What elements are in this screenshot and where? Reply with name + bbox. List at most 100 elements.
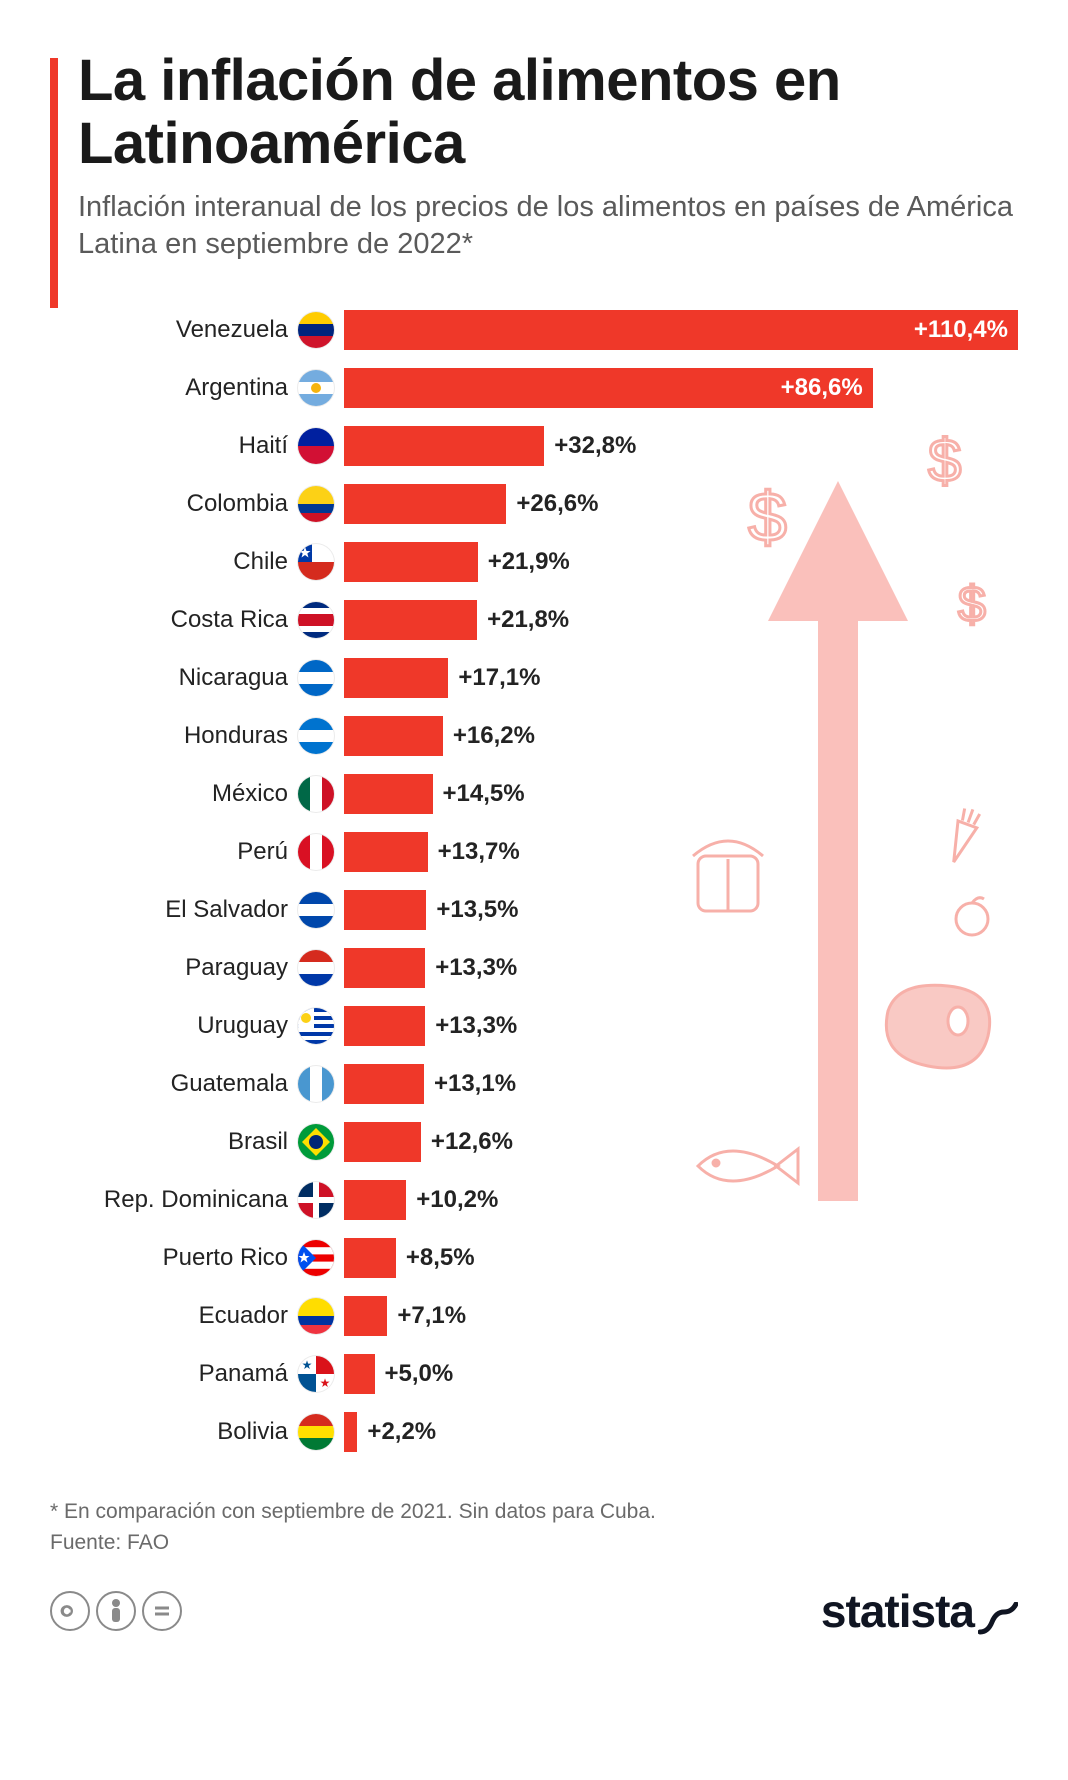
bar-track: +5,0%: [344, 1354, 1018, 1394]
bar-track: +2,2%: [344, 1412, 1018, 1452]
bar: +7,1%: [344, 1296, 387, 1336]
bar-track: +14,5%: [344, 774, 1018, 814]
country-label: Venezuela: [50, 316, 298, 344]
value-label: +26,6%: [506, 490, 598, 518]
bar-track: +10,2%: [344, 1180, 1018, 1220]
flag-icon: [298, 428, 334, 464]
bar-track: +13,3%: [344, 1006, 1018, 1046]
country-label: Haití: [50, 432, 298, 460]
value-label: +2,2%: [357, 1418, 436, 1446]
bar: +13,7%: [344, 832, 428, 872]
country-label: Panamá: [50, 1360, 298, 1388]
by-icon: [96, 1591, 136, 1631]
nd-icon: [142, 1591, 182, 1631]
bar: +2,2%: [344, 1412, 357, 1452]
flag-icon: [298, 892, 334, 928]
flag-icon: [298, 660, 334, 696]
bar-track: +21,8%: [344, 600, 1018, 640]
bar-row: Bolivia +2,2%: [50, 1403, 1018, 1461]
value-label: +16,2%: [443, 722, 535, 750]
bar-row: Colombia +26,6%: [50, 475, 1018, 533]
value-label: +7,1%: [387, 1302, 466, 1330]
bar-row: Ecuador +7,1%: [50, 1287, 1018, 1345]
value-label: +13,3%: [425, 1012, 517, 1040]
bar: +16,2%: [344, 716, 443, 756]
value-label: +21,9%: [478, 548, 570, 576]
bar: +110,4%: [344, 310, 1018, 350]
value-label: +13,7%: [428, 838, 520, 866]
country-label: Rep. Dominicana: [50, 1186, 298, 1214]
bar-track: +32,8%: [344, 426, 1018, 466]
flag-icon: [298, 1240, 334, 1276]
value-label: +5,0%: [375, 1360, 454, 1388]
bar-track: +8,5%: [344, 1238, 1018, 1278]
flag-icon: ★★: [298, 1356, 334, 1392]
flag-icon: [298, 370, 334, 406]
country-label: Paraguay: [50, 954, 298, 982]
country-label: Costa Rica: [50, 606, 298, 634]
country-label: Chile: [50, 548, 298, 576]
bar-row: Honduras +16,2%: [50, 707, 1018, 765]
footer: statista: [50, 1584, 1018, 1638]
flag-icon: [298, 1008, 334, 1044]
bar-row: Haití +32,8%: [50, 417, 1018, 475]
footnote: * En comparación con septiembre de 2021.…: [50, 1497, 1018, 1558]
value-label: +10,2%: [406, 1186, 498, 1214]
country-label: Puerto Rico: [50, 1244, 298, 1272]
country-label: México: [50, 780, 298, 808]
brand-logo: statista: [821, 1584, 1018, 1638]
bar-track: +17,1%: [344, 658, 1018, 698]
value-label: +17,1%: [448, 664, 540, 692]
bar-track: +110,4%: [344, 310, 1018, 350]
bar-track: +16,2%: [344, 716, 1018, 756]
brand-text: statista: [821, 1584, 974, 1638]
bar-row: Chile +21,9%: [50, 533, 1018, 591]
bar-track: +12,6%: [344, 1122, 1018, 1162]
value-label: +21,8%: [477, 606, 569, 634]
bar: +86,6%: [344, 368, 873, 408]
country-label: Ecuador: [50, 1302, 298, 1330]
country-label: Uruguay: [50, 1012, 298, 1040]
bar-track: +21,9%: [344, 542, 1018, 582]
flag-icon: [298, 1066, 334, 1102]
bar: +26,6%: [344, 484, 506, 524]
flag-icon: [298, 1124, 334, 1160]
flag-icon: [298, 312, 334, 348]
value-label: +12,6%: [421, 1128, 513, 1156]
cc-icon: [50, 1591, 90, 1631]
value-label: +86,6%: [781, 374, 863, 402]
bar-track: +13,3%: [344, 948, 1018, 988]
bar: +13,3%: [344, 1006, 425, 1046]
bar: +14,5%: [344, 774, 433, 814]
bar: +13,3%: [344, 948, 425, 988]
value-label: +14,5%: [433, 780, 525, 808]
bar-row: Uruguay +13,3%: [50, 997, 1018, 1055]
bar-row: Puerto Rico +8,5%: [50, 1229, 1018, 1287]
bar-row: Venezuela +110,4%: [50, 301, 1018, 359]
header: La inflación de alimentos en Latinoaméri…: [50, 50, 1018, 263]
bar-row: México +14,5%: [50, 765, 1018, 823]
bar: +5,0%: [344, 1354, 375, 1394]
page-subtitle: Inflación interanual de los precios de l…: [78, 189, 1018, 263]
bar: +32,8%: [344, 426, 544, 466]
bar-track: +13,1%: [344, 1064, 1018, 1104]
brand-wave-icon: [978, 1602, 1018, 1638]
bar-row: Panamá ★★ +5,0%: [50, 1345, 1018, 1403]
bar: +13,1%: [344, 1064, 424, 1104]
flag-icon: [298, 834, 334, 870]
page-title: La inflación de alimentos en Latinoaméri…: [78, 50, 1018, 175]
flag-icon: [298, 950, 334, 986]
country-label: Argentina: [50, 374, 298, 402]
bar-row: Perú +13,7%: [50, 823, 1018, 881]
flag-icon: [298, 776, 334, 812]
bar-row: El Salvador +13,5%: [50, 881, 1018, 939]
country-label: Perú: [50, 838, 298, 866]
bar-row: Argentina +86,6%: [50, 359, 1018, 417]
country-label: Honduras: [50, 722, 298, 750]
flag-icon: [298, 1414, 334, 1450]
bar-track: +26,6%: [344, 484, 1018, 524]
flag-icon: [298, 544, 334, 580]
flag-icon: [298, 718, 334, 754]
footnote-line2: Fuente: FAO: [50, 1528, 1018, 1558]
flag-icon: [298, 602, 334, 638]
